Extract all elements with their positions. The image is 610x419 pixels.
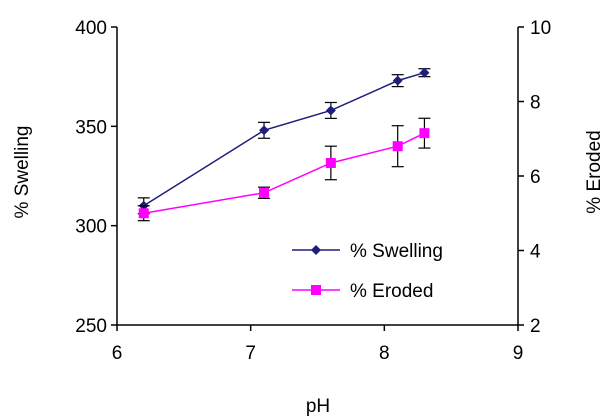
series-line: [143, 132, 425, 214]
data-point: [325, 105, 336, 116]
data-point: [419, 128, 430, 139]
data-point: [419, 67, 430, 78]
legend-item-eroded: % Eroded: [292, 281, 433, 302]
chart-axes: [116, 27, 519, 326]
data-point: [259, 187, 270, 198]
series-eroded: [137, 117, 431, 222]
right-y-tick-label: 2: [530, 316, 541, 337]
left-y-axis-title: % Swelling: [12, 126, 33, 219]
x-tick-label: 7: [245, 343, 256, 364]
legend-label: % Eroded: [350, 281, 433, 302]
left-y-tick-label: 350: [75, 117, 107, 138]
right-y-tick-label: 8: [530, 93, 541, 114]
right-y-tick-label: 4: [530, 242, 541, 263]
data-point: [392, 75, 403, 86]
data-point: [325, 157, 336, 168]
legend-item-swelling: % Swelling: [292, 241, 443, 262]
series-line: [143, 71, 425, 207]
legend-label: % Swelling: [350, 241, 443, 262]
left-y-tick-label: 400: [75, 18, 107, 39]
chart-legend: % Swelling % Eroded: [292, 241, 443, 302]
data-point: [259, 125, 270, 136]
left-y-tick-label: 300: [75, 217, 107, 238]
chart-series: [137, 67, 431, 222]
series-swelling: [137, 67, 431, 215]
x-axis-title: pH: [306, 396, 330, 417]
legend-marker: [311, 285, 321, 295]
left-y-tick-label: 250: [75, 316, 107, 337]
right-y-axis-title: % Eroded: [584, 130, 605, 213]
chart-ticks: 6 7 8 9 250 300 350 400 2 4 6 8 10: [75, 18, 551, 364]
data-point: [392, 141, 403, 152]
right-y-tick-label: 10: [530, 18, 551, 39]
x-tick-label: 8: [379, 343, 390, 364]
data-point: [138, 208, 149, 219]
legend-marker: [311, 245, 321, 255]
x-tick-label: 6: [112, 343, 123, 364]
right-y-tick-label: 6: [530, 167, 541, 188]
x-tick-label: 9: [513, 343, 524, 364]
